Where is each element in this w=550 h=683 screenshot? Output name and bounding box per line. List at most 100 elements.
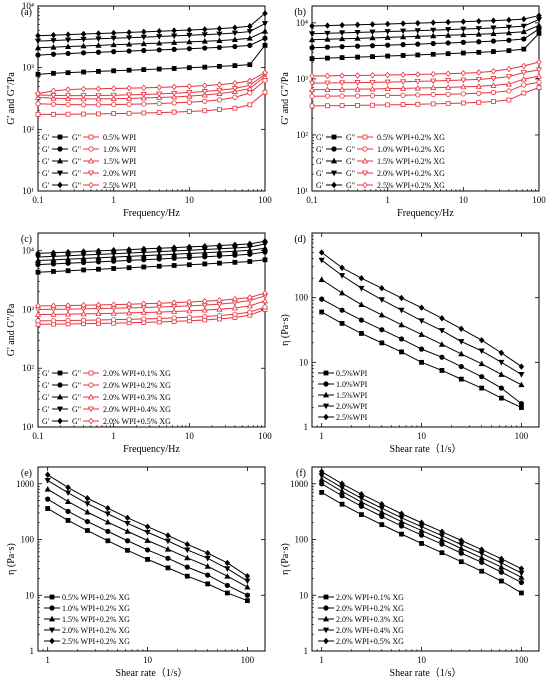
g-prime-point (505, 29, 512, 36)
g-double-prime-point (156, 315, 162, 322)
legend-g-double-prime-header: G" (72, 145, 81, 154)
eta-point (498, 555, 505, 563)
g-prime-point (95, 247, 102, 255)
legend-entry-label: 1.0% WPI+0.2% XG (62, 604, 130, 613)
g-prime-point (50, 261, 57, 267)
g-prime-point (369, 43, 376, 49)
g-double-prime-point (535, 72, 543, 79)
eta-point (418, 346, 425, 352)
legend-entry-label: 2.0% WPI+0.2% XG (377, 169, 445, 178)
g-double-prime-point (521, 90, 527, 96)
legend-g-double-prime-header: G" (72, 369, 81, 378)
g-prime-point (186, 262, 192, 268)
legend-entry-label: 1.0%WPI (336, 380, 368, 389)
g-prime-point (141, 257, 147, 263)
legend-g-prime-header: G' (42, 381, 50, 390)
g-prime-point (369, 29, 376, 36)
x-tick-label: 10 (417, 431, 427, 441)
g-double-prime-point (35, 101, 41, 107)
eta-point (458, 537, 465, 544)
g-double-prime-point (354, 85, 361, 92)
eta-line (47, 498, 248, 596)
x-tick-label: 1 (319, 431, 324, 441)
legend: G' G" 0.5% WPI G' G" 1.0% WPI G' G" 1.5% WPI G' G"… (42, 133, 137, 190)
g-double-prime-point (445, 78, 452, 84)
g-double-prime-point (126, 101, 132, 107)
eta-point (478, 554, 485, 561)
series-4 (34, 21, 269, 99)
g-prime-point (156, 34, 163, 40)
g-double-prime-point (476, 99, 482, 105)
legend-g-prime-marker (57, 146, 63, 152)
g-prime-point (308, 36, 316, 43)
g-double-prime-point (141, 316, 147, 322)
g-prime-point (186, 243, 193, 251)
g-prime-point (80, 259, 87, 266)
x-tick-label: 100 (532, 195, 546, 205)
g-prime-point (171, 255, 177, 261)
legend-g-prime-marker (57, 181, 63, 189)
g-prime-point (414, 28, 421, 34)
eta-point (498, 385, 504, 391)
g-double-prime-point (355, 102, 360, 108)
g-double-prime-point (490, 89, 497, 95)
g-prime-point (262, 257, 268, 263)
g-prime-point (430, 40, 436, 47)
legend-g-double-prime-header: G" (346, 145, 355, 154)
g-prime-point (247, 259, 253, 264)
g-prime-point (95, 36, 102, 43)
eta-point (379, 327, 385, 333)
legend-g-prime-header: G' (316, 157, 324, 166)
eta-point (164, 538, 172, 545)
y-tick-label: 1 (304, 422, 309, 432)
g-prime-point (536, 12, 542, 19)
x-tick-label: 100 (258, 431, 272, 441)
eta-point (124, 538, 131, 544)
g-prime-point (34, 44, 42, 51)
g-double-prime-point (430, 84, 437, 91)
g-prime-point (384, 29, 391, 35)
g-double-prime-point (35, 111, 41, 117)
g-prime-point (65, 50, 71, 57)
g-prime-point (262, 10, 268, 17)
g-double-prime-point (140, 92, 147, 98)
eta-point (319, 309, 325, 315)
g-prime-point (96, 68, 101, 74)
g-double-prime-point (430, 78, 437, 85)
g-prime-point (140, 40, 147, 47)
plot-frame (311, 232, 540, 428)
series-4 (308, 17, 543, 87)
g-prime-point (324, 30, 331, 37)
eta-point (318, 468, 325, 475)
legend-g-prime-header: G' (316, 181, 324, 190)
eta-point (398, 336, 405, 342)
plot-frame (37, 466, 266, 652)
g-double-prime-point (490, 82, 497, 88)
g-prime-point (247, 240, 253, 248)
eta-point (338, 488, 346, 494)
legend-entry-label: 1.5%WPI (336, 391, 368, 400)
g-double-prime-point (216, 97, 223, 103)
g-prime-point (216, 31, 223, 38)
legend-entry-label: 2.0% WPI (103, 169, 137, 178)
legend-marker (49, 594, 55, 600)
g-prime-point (95, 259, 102, 265)
g-prime-point (202, 64, 208, 70)
g-prime-point (156, 263, 162, 269)
g-prime-point (231, 36, 238, 43)
y-tick-label: 100 (295, 293, 309, 303)
g-double-prime-line (37, 306, 266, 322)
g-prime-point (460, 26, 467, 33)
g-double-prime-point (475, 83, 482, 89)
eta-point (164, 545, 172, 552)
eta-point (338, 273, 346, 279)
eta-point (378, 297, 385, 303)
eta-point (479, 568, 485, 574)
eta-point (84, 501, 91, 507)
g-prime-point (460, 18, 467, 25)
x-tick-label: 10 (417, 655, 427, 665)
g-double-prime-point (339, 86, 346, 92)
eta-point (458, 550, 464, 556)
eta-point (45, 506, 51, 511)
g-double-prime-point (339, 72, 345, 79)
